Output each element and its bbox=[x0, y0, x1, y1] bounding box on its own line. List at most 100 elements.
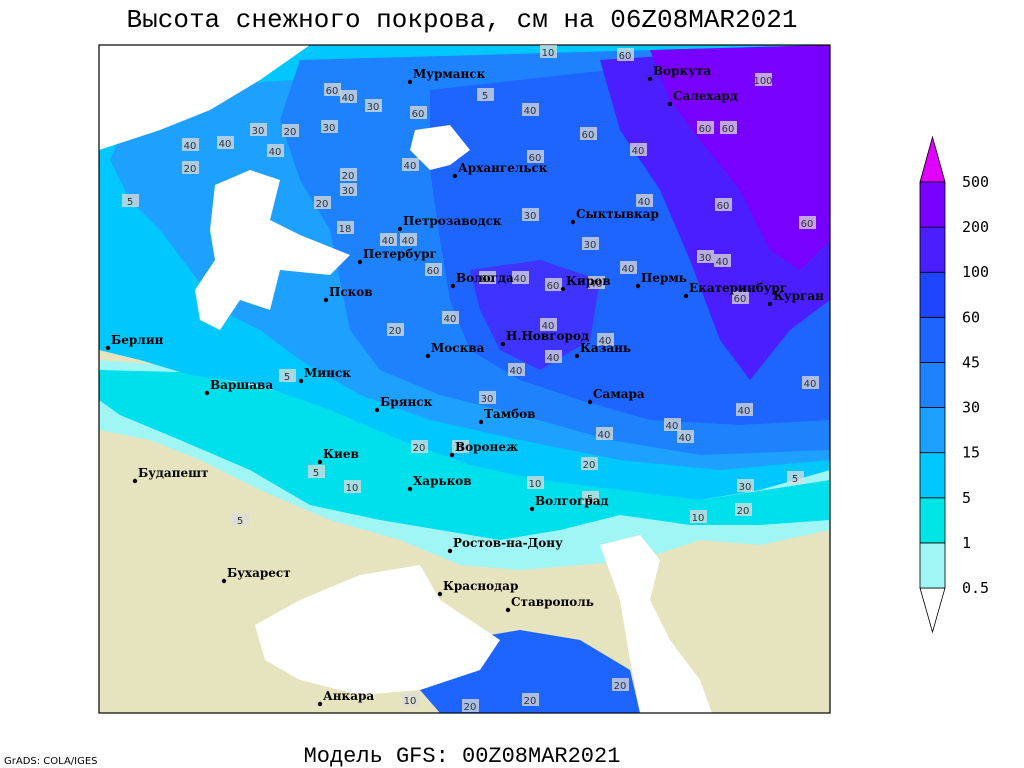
city-dot bbox=[374, 407, 380, 413]
city-dot bbox=[397, 226, 403, 232]
city-dot bbox=[317, 459, 323, 465]
contour-label: 40 bbox=[542, 321, 555, 332]
city-dot bbox=[529, 506, 535, 512]
city-label: Ростов-на-Дону bbox=[453, 536, 563, 550]
contour-label: 20 bbox=[184, 164, 197, 175]
contour-label: 40 bbox=[738, 406, 751, 417]
contour-label: 60 bbox=[722, 124, 735, 135]
city-dot bbox=[505, 607, 511, 613]
city-label: Курган bbox=[773, 289, 824, 303]
contour-label: 40 bbox=[510, 366, 523, 377]
contour-label: 20 bbox=[583, 460, 596, 471]
contour-label-box bbox=[411, 440, 428, 453]
contour-label: 5 bbox=[792, 474, 798, 485]
city-dot bbox=[407, 79, 413, 85]
contour-label-box bbox=[755, 73, 772, 86]
contour-label: 100 bbox=[753, 76, 772, 87]
map-frame bbox=[98, 44, 831, 714]
colorbar-label: 60 bbox=[962, 308, 980, 326]
contour-label: 30 bbox=[699, 253, 712, 264]
contour-label: 40 bbox=[599, 336, 612, 347]
contour-label: 30 bbox=[584, 240, 597, 251]
contour-label: 30 bbox=[367, 102, 380, 113]
sea bbox=[255, 565, 500, 695]
city-label: Харьков bbox=[413, 474, 472, 488]
contour-label-box bbox=[282, 124, 299, 137]
contour-label-box bbox=[232, 513, 249, 526]
contour-label: 20 bbox=[737, 506, 750, 517]
model-caption: Модель GFS: 00Z08MAR2021 bbox=[304, 744, 621, 768]
contour-label: 10 bbox=[529, 479, 542, 490]
contour-label-box bbox=[690, 510, 707, 523]
city-dot bbox=[407, 486, 413, 492]
city-label: Будапешт bbox=[138, 466, 208, 480]
colorbar-label: 1 bbox=[962, 534, 971, 552]
city-label: Казань bbox=[580, 341, 631, 355]
contour-label: 5 bbox=[457, 443, 463, 454]
contour-label-box bbox=[527, 150, 544, 163]
contour-label: 20 bbox=[389, 326, 402, 337]
contour-label: 30 bbox=[481, 394, 494, 405]
contour-label-box bbox=[714, 254, 731, 267]
contour-label-box bbox=[522, 693, 539, 706]
city-dot bbox=[204, 390, 210, 396]
contour-label: 20 bbox=[342, 171, 355, 182]
contour-label: 30 bbox=[524, 211, 537, 222]
contour-label-box bbox=[522, 103, 539, 116]
contour-label: 40 bbox=[402, 236, 415, 247]
colorbar-box bbox=[919, 452, 946, 499]
contour-label: 60 bbox=[801, 219, 814, 230]
city-label: Салехард bbox=[673, 89, 738, 103]
city-dot bbox=[357, 259, 363, 265]
colorbar-box bbox=[919, 362, 946, 408]
contour-label-box bbox=[410, 106, 427, 119]
contour-label-box bbox=[630, 143, 647, 156]
contour-label-box bbox=[267, 144, 284, 157]
colorbar-over bbox=[919, 135, 946, 183]
contour-label-box bbox=[402, 158, 419, 171]
contour-label-box bbox=[596, 427, 613, 440]
contour-label: 40 bbox=[514, 274, 527, 285]
contour-label: 40 bbox=[590, 279, 603, 290]
city-label: Екатеринбург bbox=[689, 281, 787, 295]
contour-label-box bbox=[442, 311, 459, 324]
city-label: Сыктывкар bbox=[576, 207, 659, 221]
contour-label-box bbox=[677, 430, 694, 443]
contour-label: 40 bbox=[638, 197, 651, 208]
city-dot bbox=[132, 478, 138, 484]
contour-label-box bbox=[217, 136, 234, 149]
contour-label: 40 bbox=[679, 433, 692, 444]
city-label: Москва bbox=[431, 341, 485, 355]
contour-label-box bbox=[452, 440, 469, 453]
city-dot bbox=[587, 399, 593, 405]
contour-label-box bbox=[321, 120, 338, 133]
contour-label: 20 bbox=[316, 199, 329, 210]
city-label: Бухарест bbox=[227, 566, 291, 580]
contour-label: 5 bbox=[587, 494, 593, 505]
contour-label-box bbox=[479, 391, 496, 404]
contour-label: 40 bbox=[342, 93, 355, 104]
contour-label: 60 bbox=[619, 51, 632, 62]
contour-label: 60 bbox=[734, 294, 747, 305]
colorbar-label: 200 bbox=[962, 218, 989, 236]
contour-label-box bbox=[340, 168, 357, 181]
contour-label-box bbox=[402, 693, 419, 706]
city-dot bbox=[437, 591, 443, 597]
contour-label: 10 bbox=[346, 483, 359, 494]
contour-label-box bbox=[617, 48, 634, 61]
city-dot bbox=[647, 76, 653, 82]
contour-label: 10 bbox=[692, 513, 705, 524]
colorbar-box bbox=[919, 181, 946, 228]
contour-label-box bbox=[540, 45, 557, 58]
contour-label-box bbox=[462, 699, 479, 712]
contour-label: 30 bbox=[252, 126, 265, 137]
contour-label: 5 bbox=[284, 372, 290, 383]
colorbar-label: 15 bbox=[962, 444, 980, 462]
contour-label: 40 bbox=[804, 379, 817, 390]
contour-label-box bbox=[697, 250, 714, 263]
contour-label-box bbox=[479, 271, 496, 284]
city-dot bbox=[452, 173, 458, 179]
contour-label: 60 bbox=[481, 274, 494, 285]
contour-label-box bbox=[612, 678, 629, 691]
